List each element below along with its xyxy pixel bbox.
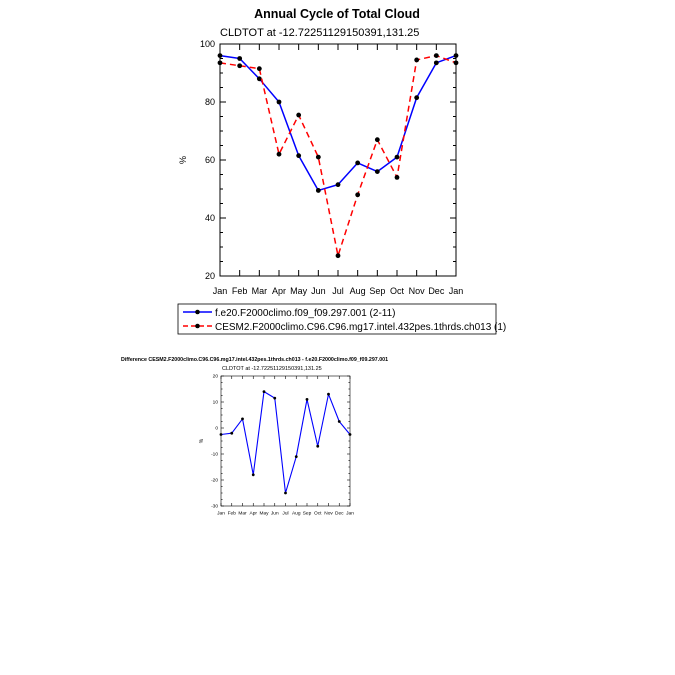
main-series-0-point xyxy=(335,182,341,188)
difference-chart-title: Difference CESM2.F2000climo.C96.C96.mg17… xyxy=(121,357,388,363)
diff-xtick-label: Jun xyxy=(271,511,279,517)
diff-ytick-label: 0 xyxy=(215,426,218,432)
main-xtick-label: Oct xyxy=(390,286,405,296)
main-series-line-0 xyxy=(219,54,457,192)
diff-series-0-point xyxy=(241,417,244,421)
diff-series-0-point xyxy=(294,455,298,458)
main-xtick-label: Feb xyxy=(232,286,248,296)
main-chart-ticks: 20 40 60 80 100 Jan Feb Mar Apr May Jun Jul Aug Sep Oc… xyxy=(200,39,463,296)
main-series-0-point xyxy=(237,56,243,61)
diff-series-0-point xyxy=(337,420,341,423)
main-xtick-label: Dec xyxy=(428,286,445,296)
main-chart-frame xyxy=(219,43,457,277)
main-xtick-label: Apr xyxy=(272,286,286,296)
main-ytick-label: 100 xyxy=(200,39,215,49)
main-chart-ylabel: % xyxy=(178,156,188,164)
diff-xtick-label: Jan xyxy=(346,511,354,517)
diff-xtick-label: Sep xyxy=(303,511,312,517)
diff-series-0-point xyxy=(230,431,234,435)
main-series-line-1 xyxy=(219,54,457,257)
legend-label-model-a: f.e20.F2000climo.f09_f09.297.001 (2-11) xyxy=(215,308,396,319)
diff-series-line-0 xyxy=(220,391,351,494)
main-series-1-point xyxy=(315,154,321,160)
main-series-1-point xyxy=(355,192,361,198)
diff-ytick-label: 10 xyxy=(213,400,219,406)
diff-ytick-label: -20 xyxy=(211,478,218,484)
main-ytick-label: 40 xyxy=(205,213,215,223)
legend-label-model-b: CESM2.F2000climo.C96.C96.mg17.intel.432p… xyxy=(215,322,506,333)
difference-chart-series xyxy=(219,390,352,495)
main-ytick-label: 20 xyxy=(205,271,215,281)
main-xtick-label: Sep xyxy=(369,286,385,296)
main-series-1-point xyxy=(433,53,439,58)
diff-series-0-point xyxy=(251,473,255,477)
diff-series-0-point xyxy=(273,396,277,400)
diff-ytick-label: -30 xyxy=(211,504,218,510)
difference-chart-ylabel: % xyxy=(199,438,205,443)
diff-xtick-label: Oct xyxy=(314,511,322,517)
diff-xtick-label: Apr xyxy=(250,511,258,517)
main-chart-series xyxy=(217,53,459,259)
diff-xtick-label: Nov xyxy=(324,511,333,517)
main-series-0-point xyxy=(296,153,302,159)
diff-series-0-point xyxy=(316,444,320,448)
diff-xtick-label: Jul xyxy=(282,511,288,517)
diff-xtick-label: Aug xyxy=(292,511,301,517)
main-series-0-point xyxy=(256,76,262,82)
main-chart-title: Annual Cycle of Total Cloud xyxy=(254,7,420,21)
diff-xtick-label: May xyxy=(259,511,269,517)
main-series-0-point xyxy=(433,60,439,66)
main-xtick-label: Nov xyxy=(409,286,426,296)
main-xtick-label: May xyxy=(290,286,308,296)
main-series-1-point xyxy=(374,137,380,143)
difference-chart-subtitle: CLDTOT at -12.72251129150391,131.25 xyxy=(222,366,322,372)
diff-xtick-label: Jan xyxy=(217,511,225,517)
diff-xtick-label: Feb xyxy=(228,511,237,517)
main-xtick-label: Jan xyxy=(213,286,228,296)
main-series-1-point xyxy=(394,175,400,180)
main-ytick-label: 60 xyxy=(205,155,215,165)
main-series-0-point xyxy=(276,99,282,105)
legend-box xyxy=(177,303,497,335)
main-series-1-point xyxy=(296,112,302,118)
legend-marker-model-a xyxy=(195,309,200,315)
main-xtick-label: Aug xyxy=(350,286,366,296)
diff-xtick-label: Mar xyxy=(238,511,247,517)
diff-ytick-label: 20 xyxy=(213,374,219,380)
main-chart-subtitle: CLDTOT at -12.72251129150391,131.25 xyxy=(220,27,419,39)
diff-series-0-point xyxy=(327,392,330,396)
main-series-0-point xyxy=(394,154,400,160)
diff-xtick-label: Dec xyxy=(335,511,344,517)
diff-series-0-point xyxy=(284,491,287,495)
diff-ytick-label: -10 xyxy=(211,452,218,458)
main-xtick-label: Jun xyxy=(311,286,326,296)
legend-marker-model-b xyxy=(195,323,200,329)
diff-series-0-point xyxy=(262,390,266,393)
main-xtick-label: Jul xyxy=(332,286,344,296)
main-series-1-point xyxy=(414,57,420,63)
diff-series-0-point xyxy=(305,398,309,401)
main-xtick-label: Jan xyxy=(449,286,464,296)
main-xtick-label: Mar xyxy=(252,286,268,296)
main-chart: Annual Cycle of Total Cloud CLDTOT at -1… xyxy=(178,7,463,296)
main-series-0-point xyxy=(315,188,321,193)
main-series-1-point xyxy=(335,253,341,259)
main-series-0-point xyxy=(355,160,361,166)
main-series-0-point xyxy=(414,95,420,101)
difference-chart-frame xyxy=(220,375,351,507)
main-series-1-point xyxy=(256,66,262,72)
main-ytick-label: 80 xyxy=(205,97,215,107)
difference-chart: Difference CESM2.F2000climo.C96.C96.mg17… xyxy=(121,357,388,517)
main-series-1-point xyxy=(237,63,243,69)
main-series-0-point xyxy=(374,169,380,175)
main-series-1-point xyxy=(276,151,282,157)
legend: f.e20.F2000climo.f09_f09.297.001 (2-11) … xyxy=(177,303,506,335)
